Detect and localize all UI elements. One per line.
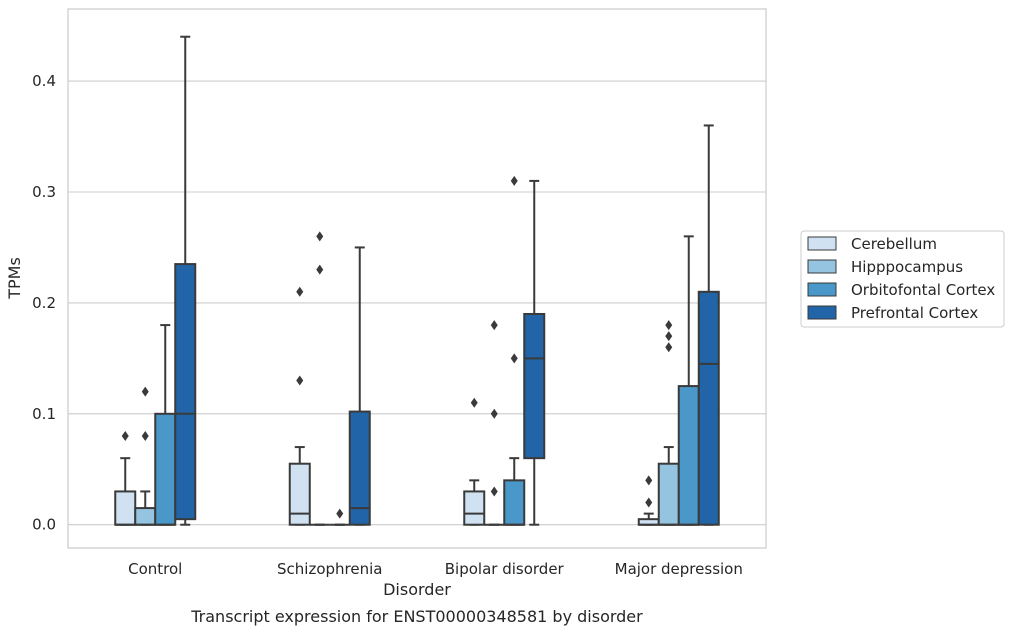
- outlier-point: [316, 231, 324, 242]
- box: [134, 507, 157, 526]
- legend-swatch: [807, 305, 837, 320]
- outlier-point: [645, 475, 653, 486]
- outlier-point: [316, 264, 324, 275]
- box: [503, 479, 526, 526]
- outlier-point: [336, 508, 344, 519]
- outlier-point: [470, 397, 478, 408]
- legend: Cerebellum Hipppocampus Orbitofontal Corte…: [800, 230, 1005, 328]
- legend-swatch: [807, 236, 837, 251]
- y-axis-label: TPMs: [5, 257, 24, 300]
- outlier-point: [490, 320, 498, 331]
- outlier-point: [665, 342, 673, 353]
- outlier-point: [665, 331, 673, 342]
- box: [697, 290, 720, 526]
- box-group: [657, 320, 680, 526]
- box-group: [677, 235, 700, 526]
- x-tick-label: Schizophrenia: [277, 560, 382, 578]
- outlier-point: [141, 386, 149, 397]
- x-axis-ticks: Control Schizophrenia Bipolar disorder Majo…: [128, 560, 743, 578]
- box-group: [637, 475, 660, 526]
- legend-swatch: [807, 259, 837, 274]
- y-tick-label: 0.0: [32, 516, 56, 534]
- box-group: [134, 386, 157, 526]
- outlier-point: [296, 375, 304, 386]
- box-group: [288, 286, 311, 526]
- box-group: [114, 430, 137, 526]
- legend-swatch: [807, 282, 837, 297]
- box: [114, 490, 137, 526]
- outlier-point: [665, 320, 673, 331]
- outlier-point: [121, 430, 129, 441]
- box-group: [463, 397, 486, 526]
- outlier-point: [141, 430, 149, 441]
- chart-caption: Transcript expression for ENST0000034858…: [190, 607, 643, 626]
- outlier-point: [490, 486, 498, 497]
- y-axis-ticks: 0.0 0.1 0.2 0.3 0.4: [32, 72, 56, 534]
- box-group: [697, 124, 720, 526]
- box: [677, 385, 700, 526]
- legend-label: Prefrontal Cortex: [851, 304, 978, 322]
- x-tick-label: Control: [128, 560, 182, 578]
- x-axis-label: Disorder: [383, 580, 451, 599]
- outlier-point: [490, 408, 498, 419]
- x-tick-label: Bipolar disorder: [445, 560, 565, 578]
- box-group: [523, 179, 546, 526]
- box: [174, 263, 197, 521]
- y-tick-label: 0.4: [32, 72, 56, 90]
- x-tick-label: Major depression: [615, 560, 743, 578]
- legend-label: Hipppocampus: [851, 258, 963, 276]
- box-group: [484, 320, 505, 526]
- outlier-point: [296, 286, 304, 297]
- y-tick-label: 0.2: [32, 294, 56, 312]
- plot-area: [114, 35, 720, 526]
- box-group: [503, 175, 526, 526]
- legend-label: Orbitofontal Cortex: [851, 281, 995, 299]
- outlier-point: [645, 497, 653, 508]
- legend-frame: [800, 230, 1005, 328]
- box-group: [154, 324, 177, 526]
- y-tick-label: 0.1: [32, 405, 56, 423]
- outlier-point: [510, 353, 518, 364]
- plot-frame: [67, 8, 767, 549]
- outlier-point: [510, 175, 518, 186]
- box: [657, 462, 680, 526]
- box: [348, 410, 371, 526]
- legend-label: Cerebellum: [851, 235, 937, 253]
- box: [463, 490, 486, 526]
- box-group: [309, 231, 330, 526]
- y-tick-label: 0.3: [32, 183, 56, 201]
- box-group: [174, 35, 197, 526]
- box: [288, 462, 311, 526]
- box: [523, 312, 546, 460]
- box-group: [329, 508, 350, 526]
- box: [154, 412, 177, 526]
- box-group: [348, 246, 371, 526]
